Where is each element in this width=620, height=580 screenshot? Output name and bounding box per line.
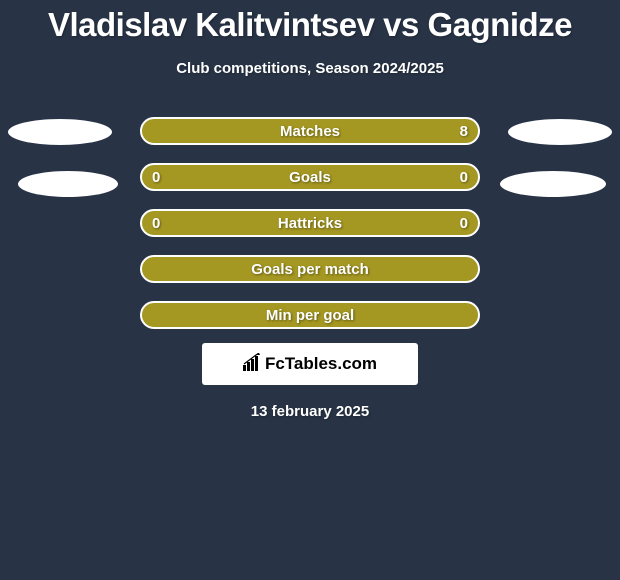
stat-row-min-per-goal: Min per goal bbox=[140, 301, 480, 329]
stat-value-right: 8 bbox=[460, 123, 468, 140]
decorative-ellipse bbox=[8, 119, 112, 145]
decorative-ellipse bbox=[508, 119, 612, 145]
date-label: 13 february 2025 bbox=[251, 403, 369, 420]
logo-text: FcTables.com bbox=[265, 354, 377, 374]
stat-row-goals: 0 Goals 0 bbox=[140, 163, 480, 191]
stat-row-goals-per-match: Goals per match bbox=[140, 255, 480, 283]
chart-icon bbox=[243, 353, 261, 376]
stat-label: Hattricks bbox=[278, 215, 342, 232]
decorative-ellipse bbox=[500, 171, 606, 197]
stat-value-right: 0 bbox=[460, 215, 468, 232]
stat-label: Goals per match bbox=[251, 261, 369, 278]
stat-label: Min per goal bbox=[266, 307, 354, 324]
stat-value-right: 0 bbox=[460, 169, 468, 186]
page-subtitle: Club competitions, Season 2024/2025 bbox=[0, 60, 620, 77]
stat-value-left: 0 bbox=[152, 215, 160, 232]
stat-value-left: 0 bbox=[152, 169, 160, 186]
decorative-ellipse bbox=[18, 171, 118, 197]
stat-label: Goals bbox=[289, 169, 331, 186]
stat-row-matches: Matches 8 bbox=[140, 117, 480, 145]
stat-label: Matches bbox=[280, 123, 340, 140]
logo-box: FcTables.com bbox=[202, 343, 418, 385]
stat-row-hattricks: 0 Hattricks 0 bbox=[140, 209, 480, 237]
page-title: Vladislav Kalitvintsev vs Gagnidze bbox=[0, 0, 620, 44]
